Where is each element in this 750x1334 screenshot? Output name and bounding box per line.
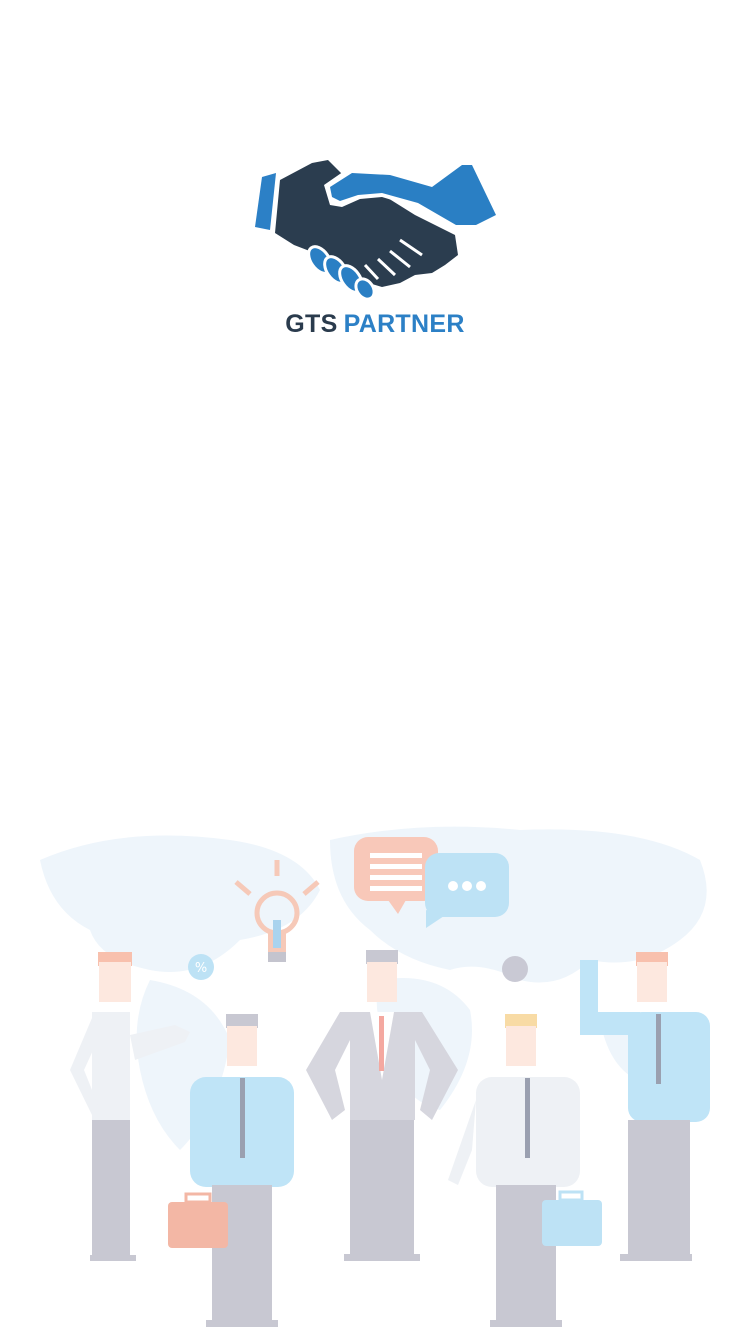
svg-text:%: % <box>195 961 207 976</box>
app-name-part1: GTS <box>285 310 338 338</box>
person-5 <box>580 952 710 1261</box>
speech-bubble-icon <box>354 837 438 914</box>
handshake-icon <box>255 159 498 301</box>
person-2 <box>168 1014 294 1327</box>
team-illustration: % <box>40 826 710 1327</box>
person-4 <box>448 1014 602 1327</box>
app-name-part2: PARTNER <box>343 310 465 338</box>
light-bulb-icon <box>234 860 320 962</box>
briefcase-icon <box>168 1192 228 1248</box>
app-logo-wordmark: GTS PARTNER <box>0 310 750 339</box>
briefcase-icon <box>542 1190 602 1246</box>
chat-bubble-icon <box>425 853 509 928</box>
world-map <box>40 826 707 1150</box>
person-1 <box>70 952 190 1261</box>
percent-badge-icon: % <box>188 954 214 980</box>
person-3 <box>306 950 458 1261</box>
